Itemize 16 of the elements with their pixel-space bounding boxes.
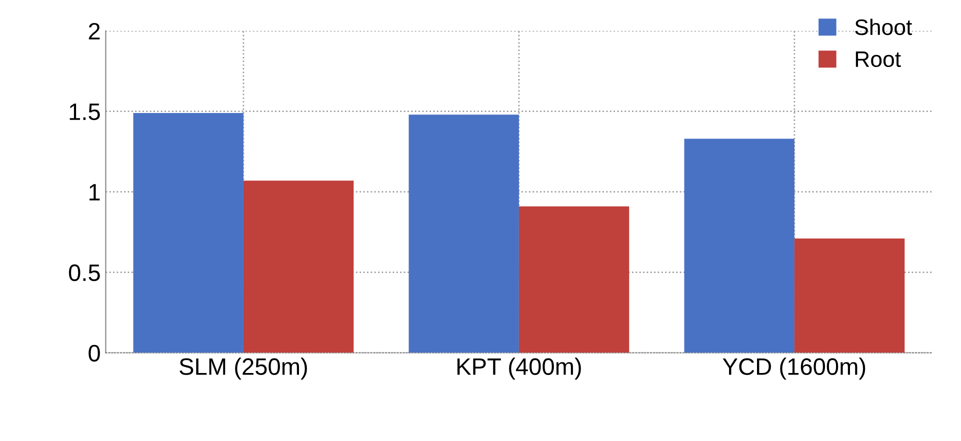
y-tick-label: 1	[90, 184, 100, 200]
bar	[408, 114, 519, 353]
legend-label: Root	[856, 52, 901, 68]
y-tick-label: 0.5	[68, 264, 100, 282]
y-tick-label: 1.5	[70, 104, 100, 120]
bar	[794, 238, 905, 353]
legend-label: Shoot	[855, 18, 912, 36]
y-tick-label: 0	[88, 344, 100, 362]
bar	[518, 206, 630, 353]
bar	[133, 112, 244, 353]
bar	[243, 180, 354, 353]
x-tick-label: KPT (400m)	[457, 358, 581, 380]
y-tick-label: 2	[88, 22, 100, 40]
x-tick-label: SLM (250m)	[180, 358, 307, 380]
bar	[684, 138, 794, 353]
x-tick-label: YCD (1600m)	[722, 358, 866, 380]
